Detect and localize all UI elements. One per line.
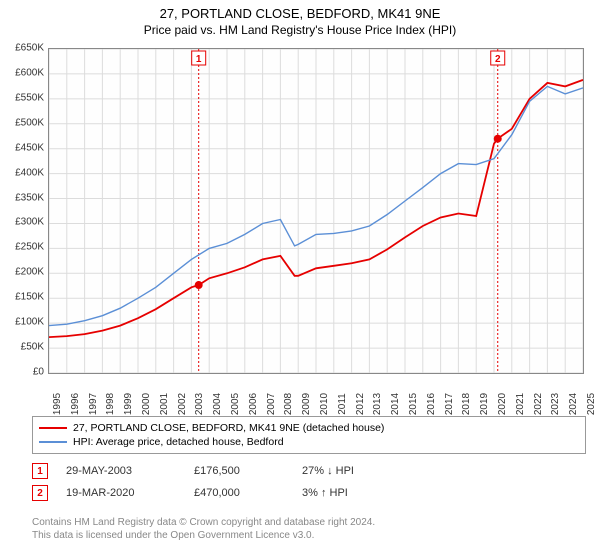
x-tick-label: 1997 — [88, 393, 99, 415]
y-tick-label: £0 — [33, 367, 44, 378]
chart-svg: 12 — [49, 49, 583, 373]
x-tick-label: 2010 — [319, 393, 330, 415]
x-tick-label: 2015 — [408, 393, 419, 415]
legend-label: HPI: Average price, detached house, Bedf… — [73, 436, 284, 448]
chart-container: 27, PORTLAND CLOSE, BEDFORD, MK41 9NE Pr… — [0, 0, 600, 560]
x-tick-label: 1999 — [123, 393, 134, 415]
sale-row: 1 29-MAY-2003 £176,500 27% ↓ HPI — [32, 460, 572, 482]
x-tick-label: 2011 — [337, 393, 348, 415]
x-tick-label: 2025 — [586, 393, 597, 415]
chart-subtitle: Price paid vs. HM Land Registry's House … — [0, 23, 600, 37]
x-tick-label: 1996 — [70, 393, 81, 415]
svg-text:2: 2 — [495, 54, 501, 65]
svg-text:1: 1 — [196, 54, 202, 65]
x-tick-label: 2018 — [461, 393, 472, 415]
sale-row: 2 19-MAR-2020 £470,000 3% ↑ HPI — [32, 482, 572, 504]
x-tick-label: 2013 — [372, 393, 383, 415]
y-tick-label: £500K — [15, 117, 44, 128]
footer-line2: This data is licensed under the Open Gov… — [32, 529, 572, 542]
legend-row: 27, PORTLAND CLOSE, BEDFORD, MK41 9NE (d… — [39, 421, 579, 435]
y-tick-label: £250K — [15, 242, 44, 253]
sale-date: 19-MAR-2020 — [66, 487, 176, 499]
x-tick-label: 2019 — [479, 393, 490, 415]
x-tick-label: 2014 — [390, 393, 401, 415]
legend-swatch — [39, 427, 67, 429]
x-tick-label: 2023 — [550, 393, 561, 415]
x-tick-label: 2009 — [301, 393, 312, 415]
x-tick-label: 2003 — [194, 393, 205, 415]
y-tick-label: £600K — [15, 67, 44, 78]
x-tick-label: 2006 — [248, 393, 259, 415]
y-axis-labels: £0£50K£100K£150K£200K£250K£300K£350K£400… — [0, 48, 46, 372]
x-tick-label: 2020 — [497, 393, 508, 415]
x-tick-label: 2001 — [159, 393, 170, 415]
legend: 27, PORTLAND CLOSE, BEDFORD, MK41 9NE (d… — [32, 416, 586, 454]
sale-date: 29-MAY-2003 — [66, 465, 176, 477]
y-tick-label: £400K — [15, 167, 44, 178]
x-tick-label: 2022 — [533, 393, 544, 415]
y-tick-label: £550K — [15, 92, 44, 103]
x-tick-label: 2007 — [266, 393, 277, 415]
x-tick-label: 2005 — [230, 393, 241, 415]
sale-price: £176,500 — [194, 465, 284, 477]
y-tick-label: £450K — [15, 142, 44, 153]
x-tick-label: 2024 — [568, 393, 579, 415]
sale-delta: 27% ↓ HPI — [302, 465, 392, 477]
x-tick-label: 2021 — [515, 393, 526, 415]
chart-title-address: 27, PORTLAND CLOSE, BEDFORD, MK41 9NE — [0, 6, 600, 21]
x-tick-label: 2012 — [355, 393, 366, 415]
sale-delta: 3% ↑ HPI — [302, 487, 392, 499]
x-tick-label: 1998 — [105, 393, 116, 415]
x-tick-label: 1995 — [52, 393, 63, 415]
y-tick-label: £300K — [15, 217, 44, 228]
y-tick-label: £50K — [21, 342, 44, 353]
footer-line1: Contains HM Land Registry data © Crown c… — [32, 516, 572, 529]
footer-attribution: Contains HM Land Registry data © Crown c… — [32, 516, 572, 542]
y-tick-label: £650K — [15, 43, 44, 54]
x-tick-label: 2002 — [177, 393, 188, 415]
chart-plot-area: 12 — [48, 48, 584, 374]
sales-table: 1 29-MAY-2003 £176,500 27% ↓ HPI 2 19-MAR-202… — [32, 460, 572, 504]
legend-label: 27, PORTLAND CLOSE, BEDFORD, MK41 9NE (d… — [73, 422, 384, 434]
y-tick-label: £200K — [15, 267, 44, 278]
y-tick-label: £350K — [15, 192, 44, 203]
x-tick-label: 2000 — [141, 393, 152, 415]
x-tick-label: 2017 — [444, 393, 455, 415]
sale-marker-icon: 2 — [32, 485, 48, 501]
y-tick-label: £150K — [15, 292, 44, 303]
sale-price: £470,000 — [194, 487, 284, 499]
title-block: 27, PORTLAND CLOSE, BEDFORD, MK41 9NE Pr… — [0, 0, 600, 37]
legend-row: HPI: Average price, detached house, Bedf… — [39, 435, 579, 449]
x-tick-label: 2008 — [283, 393, 294, 415]
y-tick-label: £100K — [15, 317, 44, 328]
x-axis-labels: 1995199619971998199920002001200220032004… — [48, 376, 582, 410]
legend-swatch — [39, 441, 67, 443]
x-tick-label: 2016 — [426, 393, 437, 415]
x-tick-label: 2004 — [212, 393, 223, 415]
sale-marker-icon: 1 — [32, 463, 48, 479]
